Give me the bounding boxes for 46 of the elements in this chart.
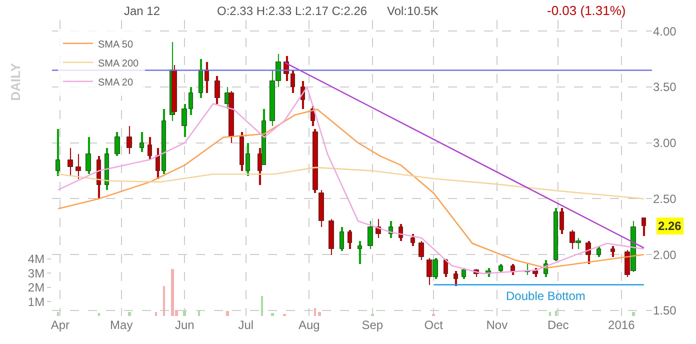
bar bbox=[163, 286, 165, 316]
y-tick-label: 2.50 bbox=[653, 192, 677, 206]
text: O:2.33 H:2.33 L:2.17 C:2.26 bbox=[217, 4, 368, 18]
x-tick-label: Sep bbox=[362, 318, 384, 332]
y-tick-label: 4.00 bbox=[653, 24, 677, 38]
bar bbox=[155, 312, 157, 316]
bar bbox=[198, 311, 200, 316]
x-tick-label: Nov bbox=[486, 318, 508, 332]
text: Vol:10.5K bbox=[387, 4, 438, 18]
bar bbox=[261, 296, 263, 316]
legend-label: SMA 200 bbox=[98, 58, 140, 70]
bar bbox=[555, 311, 557, 316]
bar bbox=[271, 313, 274, 316]
line-series bbox=[57, 166, 644, 200]
y-tick-label: 3.00 bbox=[653, 136, 677, 150]
bar bbox=[171, 269, 174, 316]
y2-tick-label: 3M bbox=[28, 266, 45, 280]
y2-tick-label: 4M bbox=[28, 252, 45, 266]
x-tick-label: Dec bbox=[547, 318, 569, 332]
text: -0.03 (1.31%) bbox=[547, 3, 626, 18]
y-tick-label: 3.50 bbox=[653, 80, 677, 94]
legend-label: SMA 50 bbox=[98, 39, 134, 50]
bar bbox=[98, 313, 100, 316]
y-tick-label: 1.50 bbox=[653, 304, 677, 318]
bar bbox=[226, 311, 229, 316]
x-tick-label: May bbox=[110, 318, 133, 332]
legend-label: SMA 20 bbox=[98, 77, 134, 88]
bar bbox=[183, 311, 186, 316]
y2-tick-label: 1M bbox=[28, 294, 45, 309]
bar bbox=[57, 312, 59, 316]
x-tick-label: Aug bbox=[298, 318, 320, 332]
bar bbox=[549, 312, 551, 316]
text: Jan 12 bbox=[124, 4, 160, 18]
x-tick-label: Oct bbox=[424, 318, 444, 332]
bar bbox=[632, 312, 635, 316]
x-tick-label: Jul bbox=[238, 318, 254, 332]
y-tick-label: 2.00 bbox=[653, 248, 677, 262]
x-tick-label: Jun bbox=[174, 318, 194, 332]
bar bbox=[128, 312, 131, 316]
y2-tick-label: 2M bbox=[28, 280, 45, 295]
bar bbox=[318, 312, 321, 316]
x-tick-label: Apr bbox=[50, 318, 70, 332]
x-tick-label: 2016 bbox=[608, 318, 636, 332]
annotation: 2.26 bbox=[658, 219, 682, 233]
bar bbox=[314, 308, 316, 316]
annotation: Double Bottom bbox=[506, 289, 586, 303]
